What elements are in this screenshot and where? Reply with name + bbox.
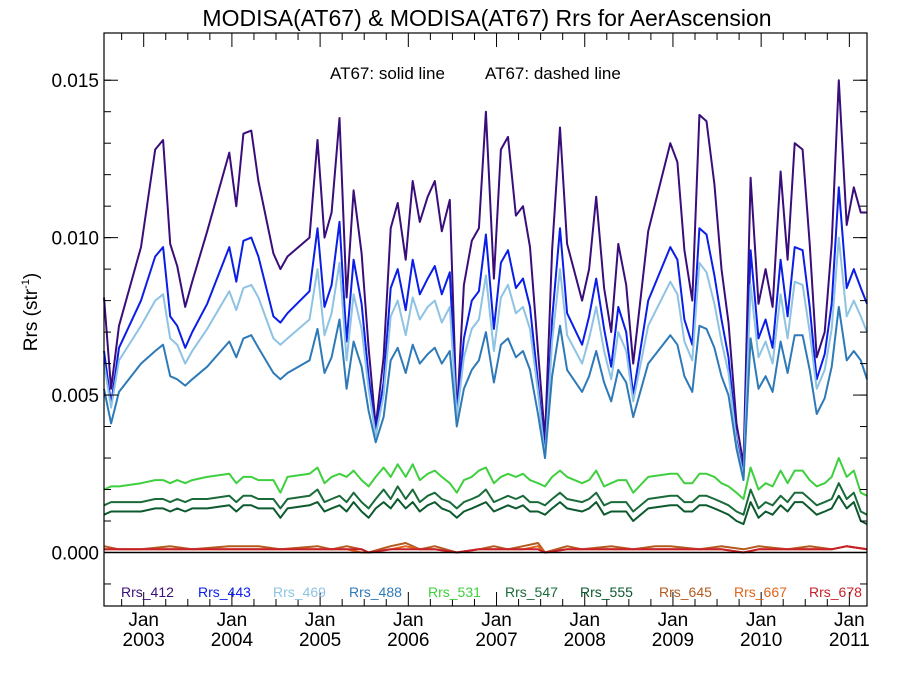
solid-line-annotation: AT67: solid line xyxy=(330,64,445,83)
x-tick-year-label: 2006 xyxy=(387,630,429,651)
series-line-rrs-412 xyxy=(103,79,867,466)
x-tick-year-label: 2009 xyxy=(652,630,694,651)
legend: Rrs_412 Rrs_443 Rrs_469 Rrs_488 Rrs_531 Rrs_5… xyxy=(121,584,862,600)
legend-entry-rrs-412: Rrs_412 xyxy=(121,584,174,600)
dashed-line-annotation: AT67: dashed line xyxy=(485,64,621,83)
y-tick-label: 0.000 xyxy=(51,543,99,564)
plot-area xyxy=(103,79,868,554)
plot-frame xyxy=(103,32,868,607)
legend-entry-rrs-678: Rrs_678 xyxy=(809,584,862,600)
x-tick-month-label: Jan xyxy=(746,610,777,631)
x-tick-year-label: 2005 xyxy=(299,630,341,651)
legend-entry-rrs-547: Rrs_547 xyxy=(505,584,558,600)
x-tick-year-label: 2007 xyxy=(475,630,517,651)
legend-entry-rrs-645: Rrs_645 xyxy=(659,584,712,600)
plot-border xyxy=(103,32,868,607)
series-line-rrs-469 xyxy=(103,236,868,478)
series-line-rrs-488 xyxy=(103,305,868,482)
x-tick-year-label: 2004 xyxy=(211,630,254,651)
y-tick-label: 0.015 xyxy=(51,71,99,92)
series-line-rrs-443 xyxy=(103,186,868,475)
y-tick-label: 0.010 xyxy=(51,229,99,250)
x-tick-month-label: Jan xyxy=(393,610,424,631)
x-tick-month-label: Jan xyxy=(834,610,865,631)
legend-entry-rrs-531: Rrs_531 xyxy=(428,584,481,600)
x-tick-month-label: Jan xyxy=(217,610,248,631)
x-tick-year-label: 2011 xyxy=(829,630,870,651)
series-line-rrs-547 xyxy=(103,482,868,516)
series-line-rrs-555 xyxy=(103,494,868,526)
chart-title: MODISA(AT67) & MODISA(AT67) Rrs for AerA… xyxy=(202,5,771,31)
y-axis: 0.000 0.005 0.010 0.015 xyxy=(51,71,867,585)
x-tick-month-label: Jan xyxy=(305,610,336,631)
x-tick-month-label: Jan xyxy=(128,610,159,631)
legend-entry-rrs-667: Rrs_667 xyxy=(734,584,787,600)
y-tick-label: 0.005 xyxy=(51,386,99,407)
x-tick-year-label: 2003 xyxy=(123,630,165,651)
y-axis-label: Rrs (str-1) xyxy=(20,273,42,351)
legend-entry-rrs-555: Rrs_555 xyxy=(580,584,633,600)
x-axis: Jan2003Jan2004Jan2005Jan2006Jan2007Jan20… xyxy=(121,33,870,651)
x-tick-month-label: Jan xyxy=(481,610,512,631)
x-tick-year-label: 2010 xyxy=(740,630,782,651)
legend-entry-rrs-469: Rrs_469 xyxy=(273,584,326,600)
legend-entry-rrs-488: Rrs_488 xyxy=(349,584,402,600)
series-line-rrs-678 xyxy=(104,545,868,554)
x-tick-year-label: 2008 xyxy=(564,630,606,651)
series-line-rrs-645 xyxy=(103,542,868,554)
x-tick-month-label: Jan xyxy=(658,610,689,631)
series-line-rrs-531 xyxy=(103,457,868,500)
legend-entry-rrs-443: Rrs_443 xyxy=(198,584,251,600)
x-tick-month-label: Jan xyxy=(569,610,600,631)
